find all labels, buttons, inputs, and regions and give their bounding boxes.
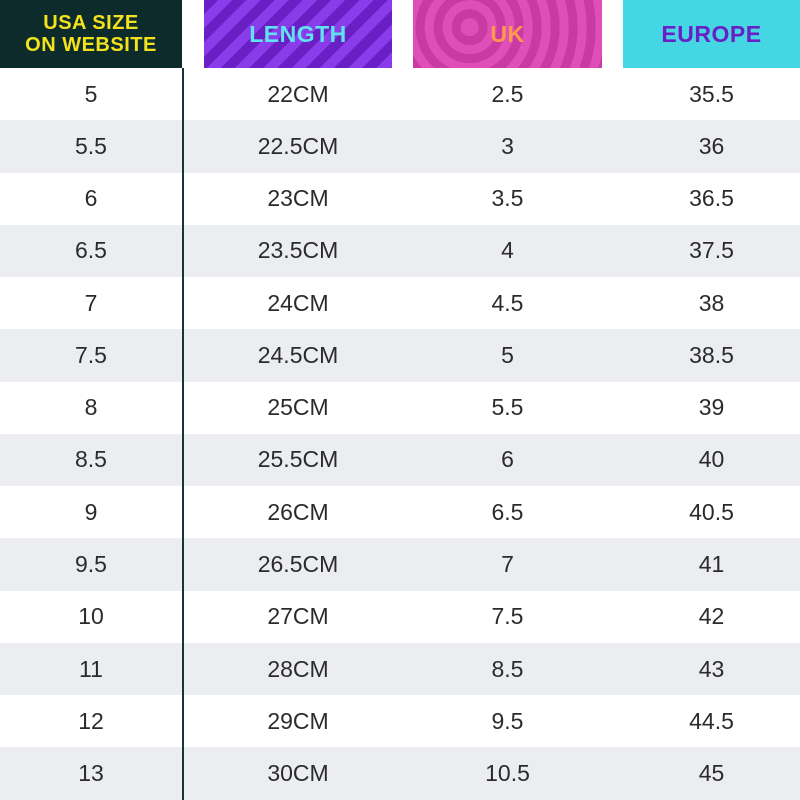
- table-row: 11 28CM 8.5 43: [0, 642, 800, 696]
- cell-uk: 4: [501, 237, 514, 264]
- table-row: 5 22CM 2.5 35.5: [0, 68, 800, 121]
- table-row: 5.5 22.5CM 3 36: [0, 120, 800, 173]
- table-row: 6.5 23.5CM 4 37.5: [0, 224, 800, 278]
- cell-usa: 6: [84, 185, 98, 212]
- cell-europe: 40.5: [689, 498, 734, 525]
- cell-usa: 8: [84, 394, 98, 421]
- cell-length: 25CM: [267, 394, 329, 421]
- cell-length: 22.5CM: [257, 132, 339, 159]
- cell-usa: 9.5: [75, 551, 107, 578]
- table-row: 6 23CM 3.5 36.5: [0, 172, 800, 225]
- table-row: 7 24CM 4.5 38: [0, 277, 800, 330]
- cell-europe: 44.5: [689, 707, 734, 734]
- cell-europe: 36: [698, 132, 725, 159]
- header-usa-line1: USA SIZE: [43, 12, 139, 34]
- cell-usa: 12: [78, 707, 104, 734]
- cell-length: 30CM: [267, 760, 329, 787]
- cell-usa: 9: [84, 498, 98, 525]
- table-body: 5 22CM 2.5 35.5 5.5 22.5CM 3 36 6 23CM 3.5 36.5 6.5 2…: [0, 68, 800, 800]
- cell-europe: 43: [698, 655, 725, 682]
- cell-usa: 7: [84, 289, 98, 316]
- header-uk: UK: [413, 0, 602, 68]
- header-usa-size: USA SIZE ON WEBSITE: [0, 0, 182, 68]
- header-row: USA SIZE ON WEBSITE LENGTH UK EUROPE: [0, 0, 800, 68]
- cell-europe: 35.5: [689, 80, 734, 107]
- header-usa-line2: ON WEBSITE: [25, 34, 157, 56]
- cell-europe: 38.5: [689, 341, 734, 368]
- cell-uk: 10.5: [485, 760, 530, 787]
- cell-usa: 11: [79, 655, 103, 682]
- cell-uk: 6.5: [491, 498, 524, 525]
- cell-length: 29CM: [267, 707, 329, 734]
- table-row: 7.5 24.5CM 5 38.5: [0, 329, 800, 382]
- cell-uk: 8.5: [491, 655, 524, 682]
- cell-length: 24CM: [267, 289, 329, 316]
- cell-uk: 7: [501, 551, 514, 578]
- table-row: 8.5 25.5CM 6 40: [0, 433, 800, 487]
- cell-uk: 3: [501, 132, 514, 159]
- cell-length: 25.5CM: [257, 446, 339, 473]
- cell-length: 23CM: [267, 185, 329, 212]
- cell-europe: 45: [698, 760, 725, 787]
- cell-usa: 5.5: [75, 132, 107, 159]
- cell-usa: 8.5: [75, 446, 107, 473]
- cell-length: 24.5CM: [257, 341, 339, 368]
- cell-uk: 3.5: [491, 185, 524, 212]
- cell-uk: 2.5: [491, 80, 524, 107]
- cell-uk: 5: [501, 341, 514, 368]
- cell-europe: 38: [698, 289, 725, 316]
- cell-uk: 9.5: [491, 707, 524, 734]
- cell-uk: 5.5: [491, 394, 524, 421]
- cell-uk: 7.5: [491, 603, 524, 630]
- table-row: 9 26CM 6.5 40.5: [0, 486, 800, 539]
- column-divider: [182, 68, 184, 800]
- cell-europe: 39: [698, 394, 725, 421]
- cell-length: 27CM: [267, 603, 329, 630]
- header-length: LENGTH: [204, 0, 392, 68]
- table-row: 12 29CM 9.5 44.5: [0, 695, 800, 748]
- header-uk-label: UK: [490, 20, 525, 47]
- table-row: 13 30CM 10.5 45: [0, 747, 800, 800]
- cell-europe: 40: [698, 446, 725, 473]
- cell-length: 28CM: [267, 655, 329, 682]
- header-europe: EUROPE: [623, 0, 800, 68]
- cell-europe: 41: [698, 551, 725, 578]
- cell-length: 26.5CM: [257, 551, 339, 578]
- table-row: 8 25CM 5.5 39: [0, 381, 800, 434]
- cell-uk: 4.5: [491, 289, 524, 316]
- cell-length: 23.5CM: [257, 237, 339, 264]
- cell-europe: 37.5: [689, 237, 734, 264]
- cell-usa: 5: [84, 80, 98, 107]
- cell-europe: 36.5: [689, 185, 734, 212]
- cell-usa: 10: [78, 603, 104, 630]
- header-length-label: LENGTH: [249, 20, 347, 47]
- cell-europe: 42: [698, 603, 725, 630]
- table-row: 9.5 26.5CM 7 41: [0, 538, 800, 591]
- table-row: 10 27CM 7.5 42: [0, 590, 800, 643]
- cell-length: 22CM: [267, 80, 329, 107]
- cell-usa: 13: [78, 760, 104, 787]
- header-europe-label: EUROPE: [661, 20, 762, 47]
- cell-usa: 7.5: [75, 341, 107, 368]
- cell-uk: 6: [501, 446, 514, 473]
- cell-length: 26CM: [267, 498, 329, 525]
- cell-usa: 6.5: [75, 237, 107, 264]
